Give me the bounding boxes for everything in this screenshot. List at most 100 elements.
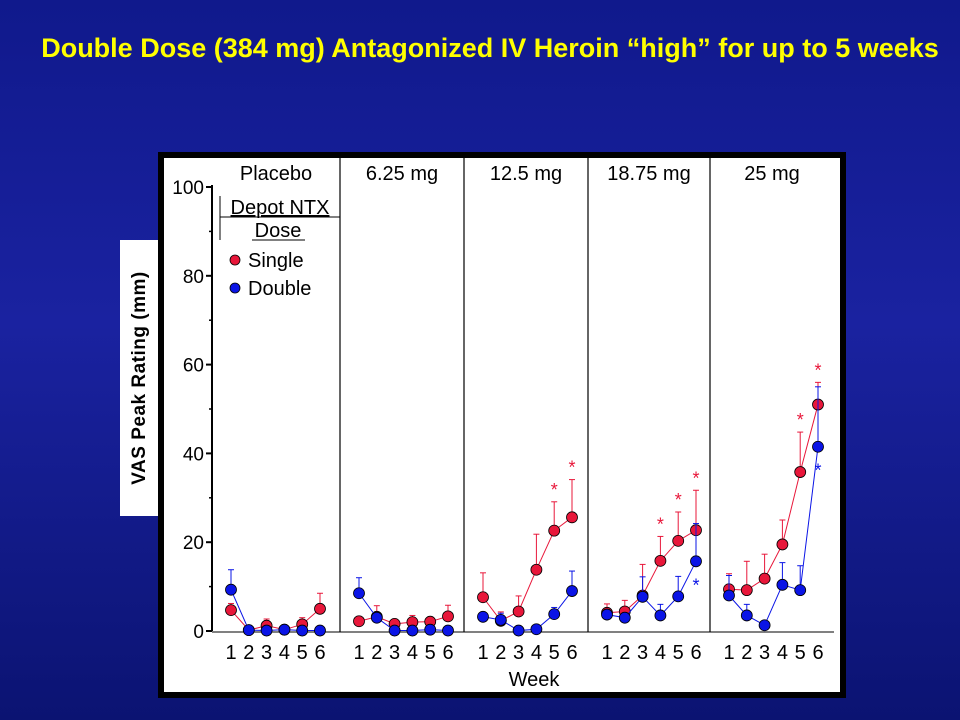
x-tick-label: 5 (549, 642, 560, 664)
x-axis-label: Week (509, 669, 561, 691)
x-tick-label: 2 (243, 642, 254, 664)
data-point-double (242, 624, 255, 637)
y-tick-label: 100 (172, 178, 204, 199)
data-point-double (812, 440, 824, 453)
data-point-single (548, 524, 561, 537)
data-point-double (225, 583, 237, 596)
x-tick-label: 4 (531, 642, 542, 664)
significance-star: * (657, 514, 664, 534)
x-tick-label: 1 (723, 642, 734, 664)
data-point-double (406, 624, 419, 637)
data-point-double (740, 609, 753, 622)
data-point-double (296, 624, 309, 637)
data-point-single (654, 554, 667, 567)
legend-label-double: Double (248, 278, 311, 300)
data-point-single (314, 602, 326, 615)
data-point-double (776, 578, 789, 591)
significance-star: * (797, 410, 804, 430)
significance-star: * (551, 480, 558, 500)
data-point-single (776, 538, 789, 551)
data-point-double (548, 608, 561, 621)
x-tick-label: 3 (389, 642, 400, 664)
x-tick-label: 6 (566, 642, 577, 664)
significance-star: * (692, 468, 699, 488)
x-tick-label: 3 (759, 642, 770, 664)
legend-marker-single (229, 254, 241, 266)
data-point-single (794, 466, 807, 478)
significance-star: * (568, 458, 575, 478)
significance-star: * (814, 360, 821, 380)
x-tick-label: 4 (655, 642, 666, 664)
data-point-double (636, 590, 649, 603)
data-point-double (477, 610, 489, 623)
x-tick-label: 5 (673, 642, 684, 664)
panel-label: 18.75 mg (607, 163, 690, 185)
x-tick-label: 5 (297, 642, 308, 664)
panel-label: 6.25 mg (366, 163, 438, 185)
data-point-double (758, 619, 771, 632)
y-axis-label-box: VAS Peak Rating (mm) (120, 240, 160, 516)
data-point-double (690, 555, 702, 568)
data-point-double (494, 614, 507, 626)
y-tick-label: 60 (183, 356, 204, 377)
x-tick-label: 4 (777, 642, 788, 664)
x-tick-label: 3 (637, 642, 648, 664)
data-point-double (618, 611, 631, 624)
data-point-single (672, 534, 685, 547)
data-point-double (566, 585, 578, 597)
y-tick-label: 20 (183, 533, 204, 554)
x-tick-label: 3 (261, 642, 272, 664)
x-tick-label: 6 (314, 642, 325, 664)
data-point-double (370, 611, 383, 624)
data-point-double (672, 590, 685, 603)
data-point-double (424, 623, 437, 636)
panel-label: 25 mg (744, 163, 800, 185)
x-tick-label: 6 (812, 642, 823, 664)
slide-title: Double Dose (384 mg) Antagonized IV Hero… (41, 33, 939, 63)
x-tick-label: 6 (690, 642, 701, 664)
data-point-single (758, 572, 771, 585)
legend-title: Depot NTX (231, 197, 330, 219)
data-point-single (740, 584, 753, 597)
data-point-double (353, 587, 365, 600)
x-tick-label: 1 (601, 642, 612, 664)
data-point-single (512, 605, 525, 618)
legend-title-line2: Dose (255, 220, 302, 242)
x-tick-label: 2 (741, 642, 752, 664)
y-tick-label: 40 (183, 444, 204, 465)
x-tick-label: 6 (442, 642, 453, 664)
data-point-single (566, 511, 578, 524)
x-tick-label: 4 (407, 642, 418, 664)
data-point-double (260, 624, 273, 637)
data-point-double (530, 623, 543, 636)
data-point-single (442, 610, 454, 623)
y-tick-label: 80 (183, 267, 204, 288)
x-tick-label: 3 (513, 642, 524, 664)
data-point-double (512, 624, 525, 637)
x-tick-label: 2 (619, 642, 630, 664)
x-tick-label: 1 (477, 642, 488, 664)
panel-label: Placebo (240, 163, 312, 185)
data-point-single (353, 615, 365, 628)
x-tick-label: 5 (795, 642, 806, 664)
x-tick-label: 1 (353, 642, 364, 664)
x-tick-label: 1 (225, 642, 236, 664)
data-point-double (442, 624, 454, 637)
data-point-double (314, 624, 326, 637)
legend-marker-double (229, 282, 241, 294)
data-point-double (601, 608, 613, 621)
x-tick-label: 4 (279, 642, 290, 664)
data-point-single (530, 563, 543, 576)
significance-star: * (692, 575, 699, 595)
data-point-single (225, 604, 237, 617)
x-tick-label: 2 (371, 642, 382, 664)
significance-star: * (675, 490, 682, 510)
legend-label-single: Single (248, 250, 304, 272)
data-point-double (723, 589, 735, 602)
panel-label: 12.5 mg (490, 163, 562, 185)
data-point-double (654, 609, 667, 622)
plot-background (164, 158, 840, 692)
data-point-single (477, 591, 489, 604)
data-point-double (794, 584, 807, 597)
